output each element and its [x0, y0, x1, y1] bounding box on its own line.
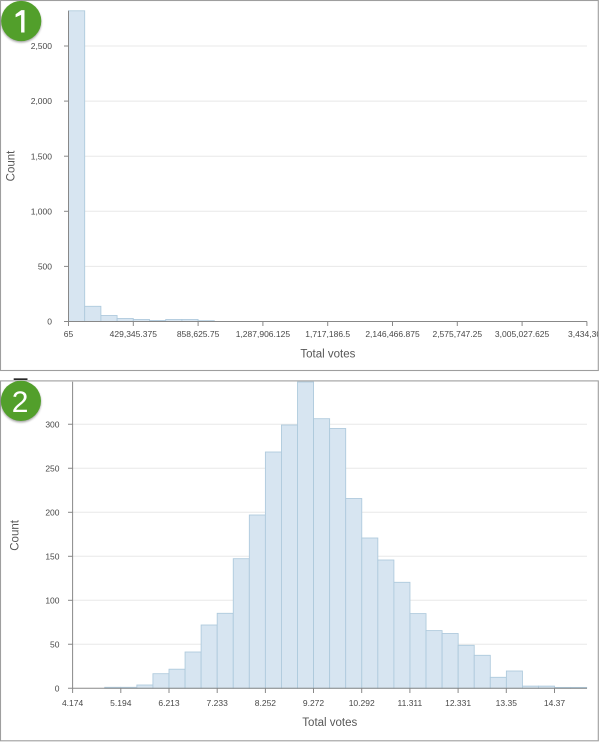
svg-text:1,500: 1,500 — [31, 151, 53, 161]
svg-text:3,005,027.625: 3,005,027.625 — [495, 329, 550, 339]
svg-text:11.311: 11.311 — [398, 698, 423, 708]
svg-text:300: 300 — [45, 419, 59, 429]
svg-text:2,575,747.25: 2,575,747.25 — [432, 329, 482, 339]
svg-text:2,146,466.875: 2,146,466.875 — [365, 329, 420, 339]
svg-text:429,345.375: 429,345.375 — [110, 329, 158, 339]
svg-text:9.272: 9.272 — [303, 698, 325, 708]
svg-text:6.213: 6.213 — [158, 698, 180, 708]
svg-text:1,000: 1,000 — [31, 206, 53, 216]
svg-text:5.194: 5.194 — [110, 698, 132, 708]
svg-text:1,287,906.125: 1,287,906.125 — [236, 329, 291, 339]
svg-text:10.292: 10.292 — [349, 698, 375, 708]
svg-text:8.252: 8.252 — [255, 698, 277, 708]
svg-text:Count: Count — [5, 150, 17, 181]
svg-text:50: 50 — [50, 639, 60, 649]
svg-text:0: 0 — [47, 317, 52, 327]
svg-text:13.35: 13.35 — [496, 698, 518, 708]
svg-text:100: 100 — [45, 595, 59, 605]
svg-text:1,717,186.5: 1,717,186.5 — [305, 329, 350, 339]
svg-text:150: 150 — [45, 551, 59, 561]
svg-text:250: 250 — [45, 463, 59, 473]
svg-text:500: 500 — [38, 262, 52, 272]
svg-text:3,434,308: 3,434,308 — [568, 329, 600, 339]
svg-text:2: 2 — [12, 386, 29, 419]
svg-text:Total votes: Total votes — [300, 349, 355, 361]
svg-text:200: 200 — [45, 507, 59, 517]
svg-text:0: 0 — [55, 683, 60, 693]
svg-text:Total votes: Total votes — [302, 717, 357, 729]
svg-text:14.37: 14.37 — [544, 698, 566, 708]
svg-text:858,625.75: 858,625.75 — [177, 329, 220, 339]
svg-text:65: 65 — [64, 329, 74, 339]
svg-text:2,500: 2,500 — [31, 41, 53, 51]
svg-text:Count: Count — [10, 519, 22, 550]
svg-text:2,000: 2,000 — [31, 96, 53, 106]
svg-text:4.174: 4.174 — [62, 698, 84, 708]
svg-text:7.233: 7.233 — [207, 698, 229, 708]
svg-text:12.331: 12.331 — [445, 698, 471, 708]
